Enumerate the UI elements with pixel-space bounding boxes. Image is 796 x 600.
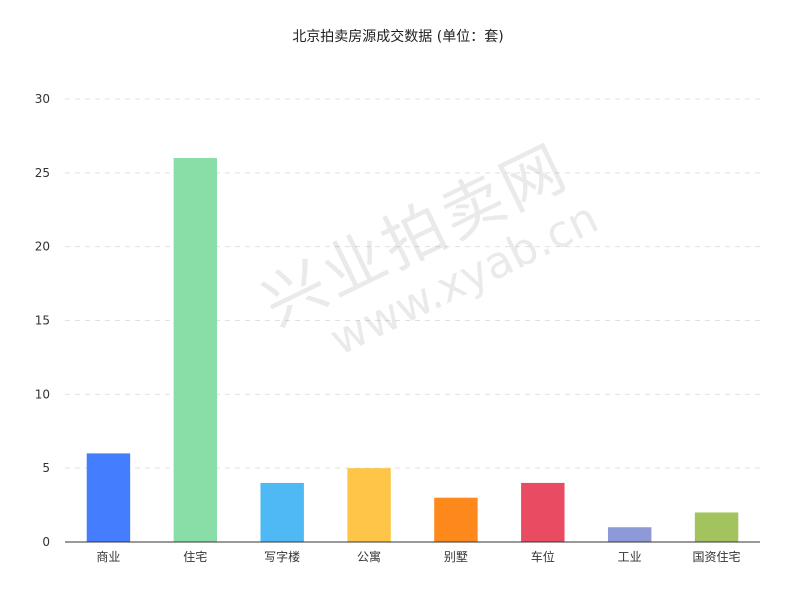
y-tick-label: 0 <box>42 535 50 549</box>
x-tick-label: 工业 <box>618 550 642 564</box>
y-tick-label: 30 <box>35 92 50 106</box>
chart-title: 北京拍卖房源成交数据 (单位：套) <box>292 29 504 45</box>
y-tick-label: 20 <box>35 240 50 254</box>
y-tick-label: 10 <box>35 387 50 401</box>
x-tick-label: 国资住宅 <box>693 549 741 564</box>
x-tick-label: 商业 <box>96 549 120 564</box>
bar <box>86 453 131 542</box>
bar <box>260 482 304 542</box>
x-tick-label: 车位 <box>531 549 555 564</box>
bar <box>173 158 218 543</box>
bars <box>86 158 739 543</box>
x-tick-label: 写字楼 <box>264 549 300 564</box>
x-tick-label: 别墅 <box>444 550 468 564</box>
y-tick-label: 25 <box>35 166 50 180</box>
grid-lines <box>65 98 760 469</box>
x-tick-label: 住宅 <box>183 549 207 564</box>
bar <box>347 468 391 542</box>
bar <box>607 527 652 542</box>
x-tick-label: 公寓 <box>357 549 381 564</box>
y-tick-label: 15 <box>35 314 50 328</box>
bar <box>521 482 565 542</box>
bar <box>434 497 478 542</box>
bar <box>694 512 739 542</box>
axes: 0 5 10 15 20 25 30 商业 住宅 写字楼 公寓 别墅 车位 工业 国资住宅 <box>35 92 760 564</box>
y-tick-label: 5 <box>42 461 50 475</box>
